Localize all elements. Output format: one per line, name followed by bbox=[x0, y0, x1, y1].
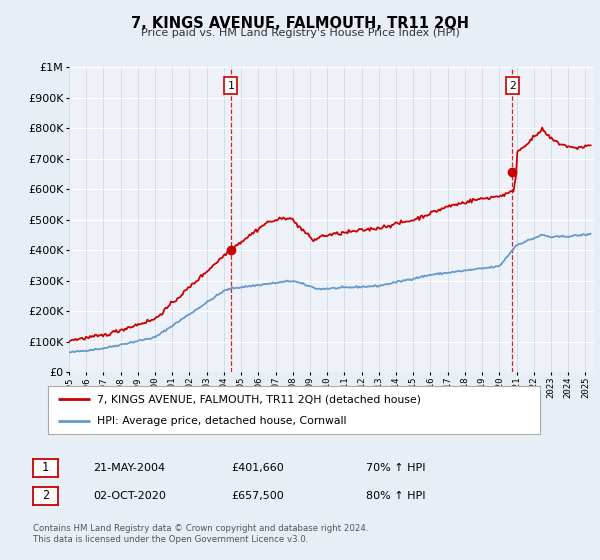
Text: 1: 1 bbox=[227, 81, 234, 91]
Text: 7, KINGS AVENUE, FALMOUTH, TR11 2QH (detached house): 7, KINGS AVENUE, FALMOUTH, TR11 2QH (det… bbox=[97, 394, 421, 404]
Text: 7, KINGS AVENUE, FALMOUTH, TR11 2QH: 7, KINGS AVENUE, FALMOUTH, TR11 2QH bbox=[131, 16, 469, 31]
Text: 70% ↑ HPI: 70% ↑ HPI bbox=[366, 463, 425, 473]
Text: £657,500: £657,500 bbox=[231, 491, 284, 501]
Text: 2: 2 bbox=[509, 81, 515, 91]
Text: Price paid vs. HM Land Registry's House Price Index (HPI): Price paid vs. HM Land Registry's House … bbox=[140, 28, 460, 38]
Text: £401,660: £401,660 bbox=[231, 463, 284, 473]
Text: HPI: Average price, detached house, Cornwall: HPI: Average price, detached house, Corn… bbox=[97, 416, 347, 426]
Text: Contains HM Land Registry data © Crown copyright and database right 2024.
This d: Contains HM Land Registry data © Crown c… bbox=[33, 524, 368, 544]
Text: 1: 1 bbox=[42, 461, 49, 474]
Text: 02-OCT-2020: 02-OCT-2020 bbox=[93, 491, 166, 501]
Text: 80% ↑ HPI: 80% ↑ HPI bbox=[366, 491, 425, 501]
Text: 2: 2 bbox=[42, 489, 49, 502]
Text: 21-MAY-2004: 21-MAY-2004 bbox=[93, 463, 165, 473]
